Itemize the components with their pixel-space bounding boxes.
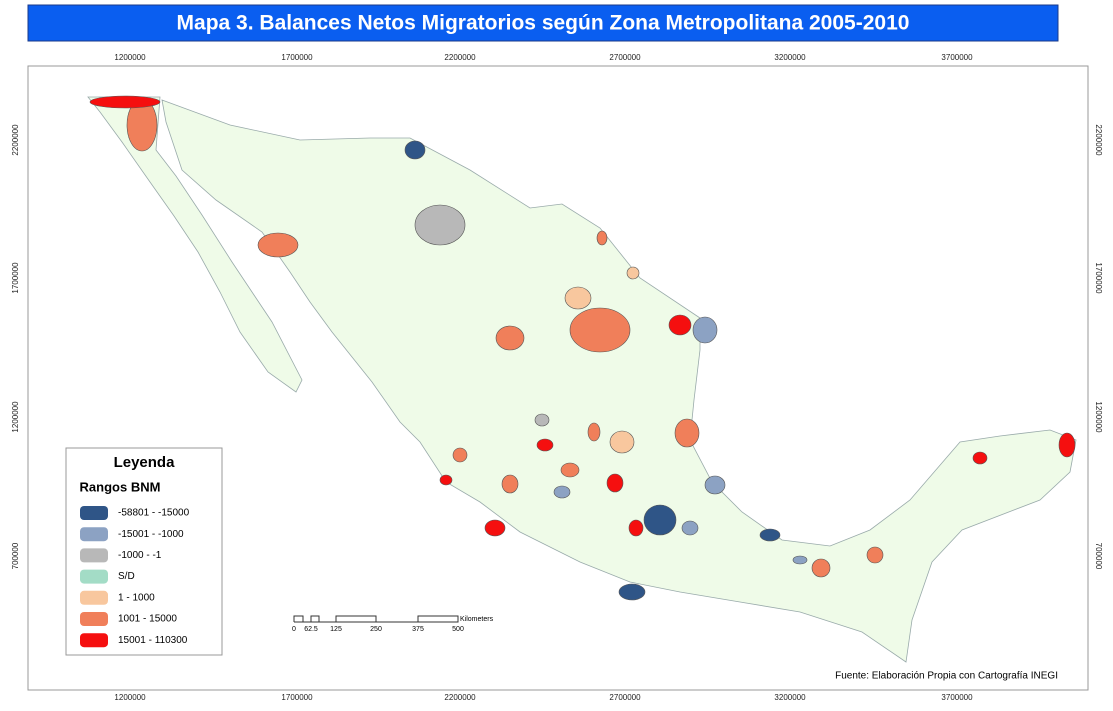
- legend-subtitle: Rangos BNM: [80, 479, 161, 494]
- zone: [626, 266, 640, 280]
- legend-swatch: [80, 633, 108, 648]
- legend-swatch: [80, 569, 108, 584]
- y-coord-left: 700000: [11, 542, 20, 569]
- x-coord-top: 2700000: [609, 53, 641, 62]
- zone: [569, 307, 631, 353]
- x-coord-bottom: 2200000: [444, 693, 476, 702]
- x-coord-bottom: 3700000: [941, 693, 973, 702]
- legend-swatch: [80, 612, 108, 626]
- title: Mapa 3. Balances Netos Migratorios según…: [177, 12, 910, 35]
- zone: [439, 474, 453, 486]
- y-coord-right: 1200000: [1094, 401, 1103, 433]
- x-coord-bottom: 3200000: [774, 693, 806, 702]
- scale-label: 500: [452, 626, 464, 633]
- scale-label: 0: [292, 626, 296, 633]
- y-coord-right: 700000: [1094, 543, 1103, 570]
- zone: [704, 475, 726, 495]
- zone: [1058, 432, 1076, 458]
- legend-label: 1001 - 15000: [118, 614, 177, 625]
- zone: [587, 422, 601, 442]
- zone: [89, 95, 161, 109]
- zone: [564, 286, 592, 310]
- title-bar: [27, 4, 1059, 42]
- zone: [811, 558, 831, 578]
- legend-swatch: [80, 506, 108, 520]
- zone: [668, 314, 692, 336]
- zone: [501, 474, 519, 494]
- source: Fuente: Elaboración Propia con Cartograf…: [835, 671, 1058, 682]
- x-coord-bottom: 1700000: [281, 693, 313, 702]
- zone: [643, 504, 677, 536]
- legend-label: -15001 - -1000: [118, 529, 184, 540]
- legend-swatch: [80, 527, 108, 542]
- zone: [759, 528, 781, 542]
- x-coord-top: 2200000: [444, 53, 476, 62]
- x-coord-top: 3200000: [774, 53, 806, 62]
- legend-label: S/D: [118, 571, 135, 582]
- zone: [681, 520, 699, 536]
- zone: [596, 230, 608, 246]
- scale-label: 250: [370, 626, 382, 633]
- zone: [414, 204, 466, 246]
- x-coord-bottom: 1200000: [114, 693, 146, 702]
- scale-label: 62.5: [304, 626, 318, 633]
- y-coord-right: 2200000: [1094, 124, 1103, 156]
- y-coord-left: 1700000: [11, 262, 20, 294]
- x-coord-bottom: 2700000: [609, 693, 641, 702]
- zone: [674, 418, 700, 448]
- scale-label: 125: [330, 626, 342, 633]
- zone: [404, 140, 426, 160]
- x-coord-top: 1200000: [114, 53, 146, 62]
- legend-label: -1000 - -1: [118, 550, 162, 561]
- zone: [484, 519, 506, 537]
- zone: [792, 555, 808, 565]
- zone: [972, 451, 988, 465]
- legend-label: 15001 - 110300: [118, 635, 188, 646]
- y-coord-left: 2200000: [11, 124, 20, 156]
- zone: [692, 316, 718, 344]
- zone: [560, 462, 580, 478]
- legend-label: -58801 - -15000: [118, 508, 190, 519]
- metro-zones: [89, 95, 1076, 601]
- zone: [534, 413, 550, 427]
- zone: [257, 232, 299, 258]
- y-coord-right: 1700000: [1094, 262, 1103, 294]
- x-coord-top: 1700000: [281, 53, 313, 62]
- scale-unit: Kilometers: [460, 616, 494, 623]
- zone: [536, 438, 554, 452]
- zone: [618, 583, 646, 601]
- zone: [553, 485, 571, 499]
- zone: [452, 447, 468, 463]
- legend-swatch: [80, 548, 108, 563]
- legend-swatch: [80, 590, 108, 605]
- zone: [628, 519, 644, 537]
- zone: [609, 430, 635, 454]
- legend-title: Leyenda: [114, 454, 176, 471]
- scale-bar: [293, 615, 459, 623]
- zone: [866, 546, 884, 564]
- legend-label: 1 - 1000: [118, 592, 155, 603]
- scale-label: 375: [412, 626, 424, 633]
- zone: [606, 473, 624, 493]
- y-coord-left: 1200000: [11, 401, 20, 433]
- x-coord-top: 3700000: [941, 53, 973, 62]
- zone: [495, 325, 525, 351]
